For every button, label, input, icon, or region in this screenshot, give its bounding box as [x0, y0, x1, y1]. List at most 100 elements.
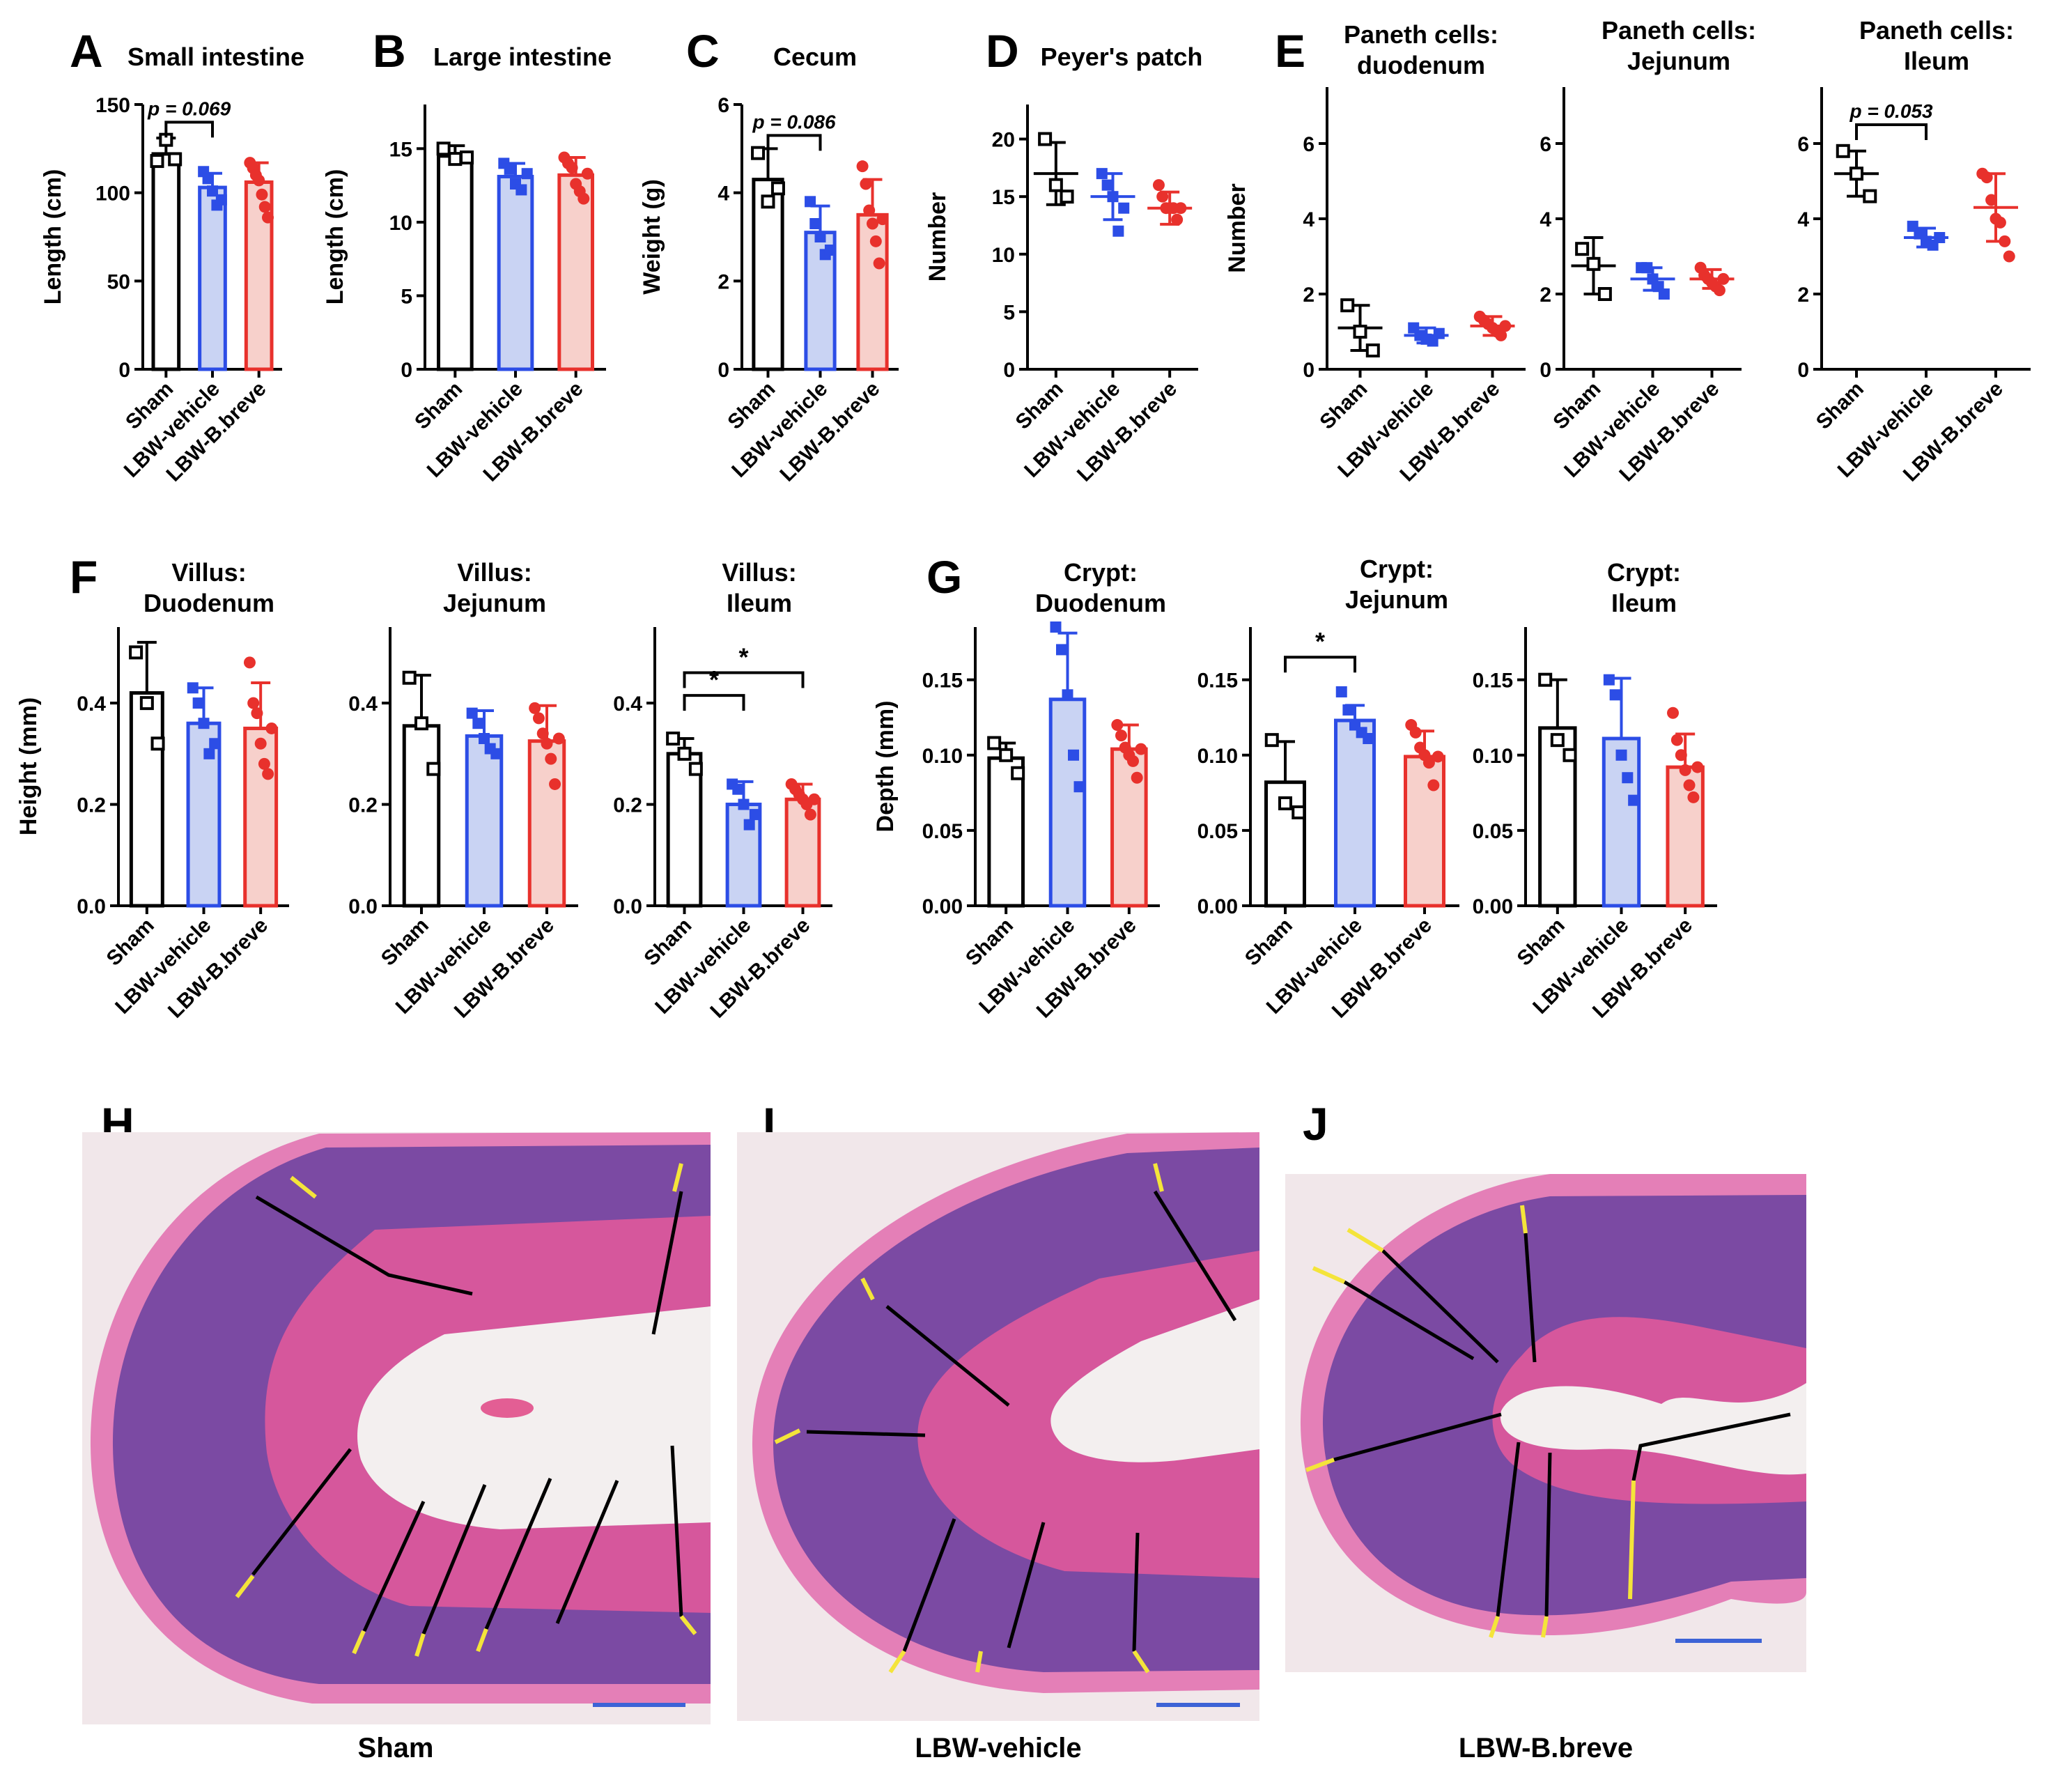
point-d-2-0: [1152, 179, 1165, 192]
point-d-1-1: [1101, 179, 1113, 191]
y-tick-label-f2-2: 0.4: [348, 693, 378, 716]
y-tick-label-e1-0: 0: [1303, 359, 1315, 382]
point-g3-1-1: [1609, 689, 1621, 701]
caption-sham: Sham: [357, 1733, 434, 1763]
y-tick-label-d-2: 10: [992, 244, 1015, 267]
significance-bracket-f3-0: [683, 694, 745, 711]
point-d-2-5: [1171, 213, 1184, 226]
caption-lbw-vehicle: LBW-vehicle: [915, 1733, 1082, 1763]
point-f3-1-1: [732, 783, 744, 795]
panel-letter-c: C: [686, 25, 720, 77]
point-a-2-6: [262, 211, 274, 224]
point-g2-2-5: [1427, 779, 1440, 791]
y-tick-label-c-1: 2: [718, 270, 729, 293]
significance-label-a-0: p = 0.069: [147, 98, 231, 119]
y-tick-label-c-2: 4: [718, 183, 729, 206]
x-tick-label-f1-2: LBW-B.breve: [164, 914, 272, 1023]
point-a-0-2: [168, 152, 183, 167]
point-f1-2-3: [254, 737, 267, 750]
point-f2-1-2: [479, 733, 490, 744]
significance-bracket-c-0: [766, 134, 822, 151]
x-tick-label-e1-0: Sham: [1315, 378, 1372, 434]
y-tick-label-d-3: 15: [992, 186, 1015, 209]
point-c-2-1: [860, 178, 872, 190]
point-c-1-1: [809, 218, 821, 229]
y-tick-label-e1-3: 6: [1303, 133, 1315, 156]
y-tick-label-e1-1: 2: [1303, 284, 1315, 307]
bar-f2-1: [465, 734, 504, 908]
point-c-1-0: [805, 196, 816, 208]
y-tick-label-a-1: 50: [107, 270, 130, 293]
x-tick-label-f3-0: Sham: [639, 914, 696, 971]
point-f2-2-4: [545, 752, 557, 765]
chart-title-g2: Crypt: Jejunum: [1344, 555, 1449, 614]
y-tick-label-e3-2: 4: [1797, 208, 1809, 231]
point-e3-2-5: [1999, 235, 2011, 247]
y-axis-label-e1: Number: [1224, 183, 1250, 272]
point-a-1-2: [207, 185, 218, 197]
point-g2-0-0: [1264, 733, 1279, 748]
y-axis-label-d: Number: [924, 192, 951, 281]
bar-f2-2: [527, 739, 566, 908]
y-tick-label-e3-0: 0: [1797, 359, 1809, 382]
point-f2-1-1: [472, 718, 484, 729]
point-g1-2-6: [1135, 743, 1147, 755]
point-b-0-0: [436, 141, 451, 156]
bar-f1-0: [129, 691, 164, 908]
point-c-2-5: [873, 257, 885, 270]
point-g2-2-6: [1432, 750, 1444, 763]
point-b-1-1: [504, 163, 515, 175]
y-tick-label-d-4: 20: [992, 129, 1015, 152]
point-d-1-4: [1118, 202, 1130, 214]
point-c-1-2: [814, 231, 826, 242]
y-tick-label-c-0: 0: [718, 359, 729, 382]
point-g1-1-4: [1073, 781, 1085, 793]
x-tick-label-e2-0: Sham: [1549, 378, 1605, 434]
y-tick-label-b-0: 0: [401, 359, 412, 382]
chart-title-f2: Villus: Jejunum: [442, 558, 547, 617]
point-a-2-5: [258, 201, 271, 213]
y-tick-label-b-3: 15: [389, 138, 412, 161]
point-f1-2-0: [243, 656, 256, 669]
point-c-2-4: [869, 235, 882, 247]
chart-title-e1: Paneth cells: duodenum: [1343, 20, 1499, 79]
y-tick-label-f1-2: 0.4: [77, 693, 106, 716]
y-tick-label-f3-0: 0.0: [613, 895, 642, 918]
point-f3-1-4: [749, 809, 761, 821]
point-g3-2-4: [1683, 779, 1696, 791]
point-b-2-6: [581, 167, 594, 180]
point-e3-0-2: [1863, 189, 1877, 203]
significance-bracket-a-0: [164, 121, 214, 138]
point-g3-1-2: [1615, 749, 1627, 761]
point-e1-2-5: [1495, 329, 1507, 341]
y-tick-label-e2-1: 2: [1540, 284, 1551, 307]
point-c-1-4: [824, 245, 836, 256]
point-b-1-4: [521, 168, 533, 180]
point-f1-1-1: [192, 697, 204, 709]
point-f2-2-0: [529, 702, 541, 714]
y-tick-label-e1-2: 4: [1303, 208, 1315, 231]
y-tick-label-f2-0: 0.0: [348, 895, 378, 918]
y-tick-label-g2-3: 0.15: [1197, 670, 1238, 693]
point-c-0-1: [761, 194, 775, 209]
y-tick-label-b-2: 10: [389, 212, 412, 235]
y-tick-label-b-1: 5: [401, 285, 412, 308]
point-f2-1-4: [490, 748, 502, 759]
y-tick-label-g3-1: 0.05: [1473, 820, 1513, 843]
bar-f3-0: [666, 752, 703, 908]
bar-g2-1: [1334, 718, 1376, 908]
point-g3-0-1: [1550, 733, 1565, 748]
x-tick-label-g3-0: Sham: [1513, 914, 1569, 971]
point-b-0-1: [448, 152, 463, 167]
point-g1-2-4: [1127, 755, 1140, 767]
point-b-2-5: [577, 192, 590, 205]
point-g3-2-6: [1691, 761, 1704, 773]
point-g2-1-1: [1342, 704, 1354, 716]
point-d-1-3: [1112, 225, 1124, 237]
y-axis-label-b: Length (cm): [322, 169, 348, 305]
caption-lbw-b-breve: LBW-B.breve: [1458, 1733, 1634, 1763]
x-tick-label-b-0: Sham: [410, 378, 467, 434]
bar-f1-2: [243, 726, 279, 908]
panel-letter-j: J: [1303, 1098, 1328, 1150]
